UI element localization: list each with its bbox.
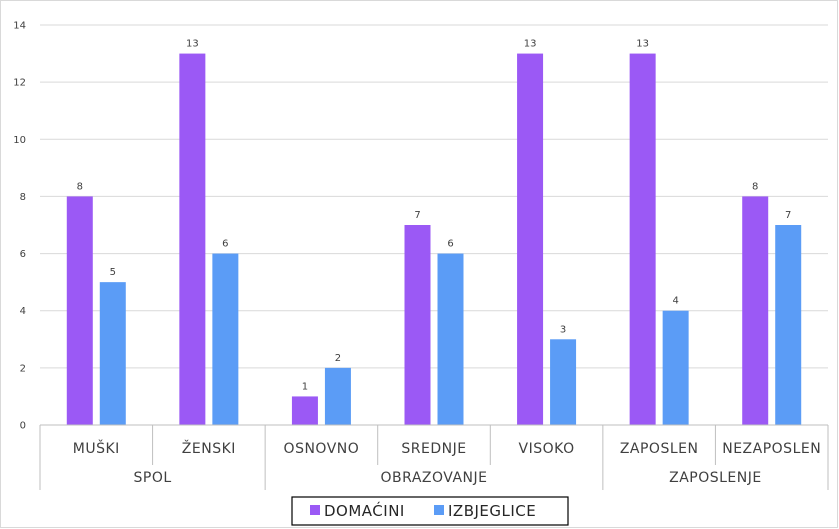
category-label: NEZAPOSLEN — [722, 441, 821, 457]
y-tick-label: 10 — [13, 135, 26, 146]
data-label: 13 — [524, 39, 537, 50]
data-label: 7 — [785, 210, 791, 221]
data-label: 2 — [335, 353, 341, 364]
y-tick-label: 8 — [20, 192, 26, 203]
data-label: 5 — [110, 267, 116, 278]
legend-swatch — [310, 505, 320, 515]
legend-label: IZBJEGLICE — [448, 502, 536, 520]
bar — [179, 53, 206, 425]
x-axis: MUŠKI ŽENSKI OSNOVNO SREDNJE VISOKO ZAPOSLEN N… — [39, 424, 829, 490]
category-label: SREDNJE — [401, 441, 466, 457]
y-tick-label: 14 — [13, 21, 26, 32]
bar — [291, 396, 318, 425]
category-label: OSNOVNO — [284, 441, 360, 457]
bar — [404, 225, 431, 425]
data-label: 6 — [222, 239, 228, 250]
data-label: 13 — [186, 39, 199, 50]
y-tick-label: 12 — [13, 78, 26, 89]
legend-box — [291, 496, 569, 526]
data-labels: 8 5 13 6 1 2 7 6 13 3 13 4 8 7 — [77, 39, 792, 393]
bar — [212, 253, 239, 425]
bar — [437, 253, 464, 425]
data-label: 3 — [560, 324, 566, 335]
category-label: MUŠKI — [73, 439, 120, 457]
bar — [550, 339, 577, 425]
bar — [66, 196, 93, 425]
bar — [99, 282, 126, 425]
bar — [517, 53, 544, 425]
data-label: 8 — [77, 181, 83, 192]
group-label: SPOL — [133, 470, 171, 486]
group-label: OBRAZOVANJE — [381, 470, 488, 486]
y-tick-label: 0 — [20, 421, 26, 432]
y-tick-label: 2 — [20, 363, 26, 374]
bars — [66, 53, 802, 425]
bar — [662, 310, 689, 425]
data-label: 4 — [672, 296, 678, 307]
bar — [775, 225, 802, 425]
data-label: 6 — [447, 239, 453, 250]
bar — [629, 53, 656, 425]
category-label: VISOKO — [519, 441, 575, 457]
gridlines — [40, 24, 828, 426]
legend-swatch — [434, 505, 444, 515]
data-label: 8 — [752, 181, 758, 192]
legend: DOMAĆINI IZBJEGLICE — [291, 496, 569, 526]
data-label: 1 — [302, 381, 308, 392]
group-label: ZAPOSLENJE — [669, 470, 762, 486]
data-label: 7 — [414, 210, 420, 221]
data-label: 13 — [636, 39, 649, 50]
y-axis: 0 2 4 6 8 10 12 14 — [13, 21, 26, 432]
legend-label: DOMAĆINI — [324, 501, 405, 520]
bar — [742, 196, 769, 425]
category-label: ŽENSKI — [182, 439, 236, 457]
y-tick-label: 6 — [20, 249, 26, 260]
category-label: ZAPOSLEN — [620, 441, 699, 457]
y-tick-label: 4 — [20, 306, 26, 317]
bar — [324, 367, 351, 425]
